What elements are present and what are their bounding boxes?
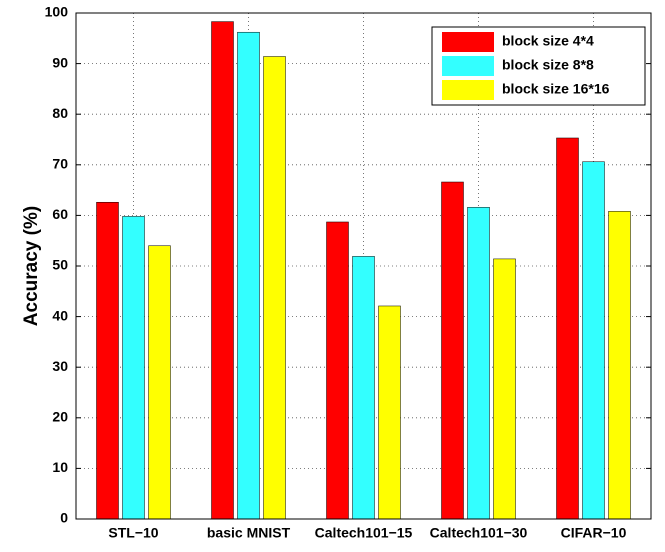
bar xyxy=(556,137,579,520)
plot-frame xyxy=(75,12,652,520)
legend-label: block size 8*8 xyxy=(502,57,594,73)
legend-swatch xyxy=(442,80,494,100)
y-tick-label: 60 xyxy=(52,206,68,222)
y-tick-label: 50 xyxy=(52,257,68,273)
bar xyxy=(441,181,464,520)
bar xyxy=(263,56,286,520)
bar xyxy=(122,216,145,520)
legend-swatch xyxy=(442,32,494,52)
x-tick-label: Caltech101−15 xyxy=(315,525,413,541)
bar xyxy=(326,221,349,520)
bar xyxy=(493,258,516,520)
bar xyxy=(582,161,605,520)
y-tick-label: 0 xyxy=(60,510,68,526)
y-tick-label: 90 xyxy=(52,54,68,70)
legend-label: block size 16*16 xyxy=(502,81,610,97)
x-tick-label: CIFAR−10 xyxy=(561,525,627,541)
legend-label: block size 4*4 xyxy=(502,33,594,49)
bar xyxy=(352,256,375,520)
y-tick-label: 40 xyxy=(52,307,68,323)
y-tick-label: 10 xyxy=(52,459,68,475)
x-tick-label: STL−10 xyxy=(108,525,158,541)
y-tick-label: 30 xyxy=(52,358,68,374)
y-tick-label: 80 xyxy=(52,105,68,121)
bar xyxy=(148,245,171,520)
bar xyxy=(96,201,119,520)
x-tick-label: Caltech101−30 xyxy=(430,525,528,541)
bar xyxy=(378,305,401,520)
legend-swatch xyxy=(442,56,494,76)
bar xyxy=(608,211,631,520)
bar xyxy=(211,21,234,520)
bar xyxy=(237,31,260,520)
y-tick-label: 100 xyxy=(45,4,69,20)
y-axis-label: Accuracy (%) xyxy=(21,206,42,326)
y-tick-label: 70 xyxy=(52,156,68,172)
x-tick-label: basic MNIST xyxy=(207,525,291,541)
bar xyxy=(467,207,490,520)
y-tick-label: 20 xyxy=(52,409,68,425)
